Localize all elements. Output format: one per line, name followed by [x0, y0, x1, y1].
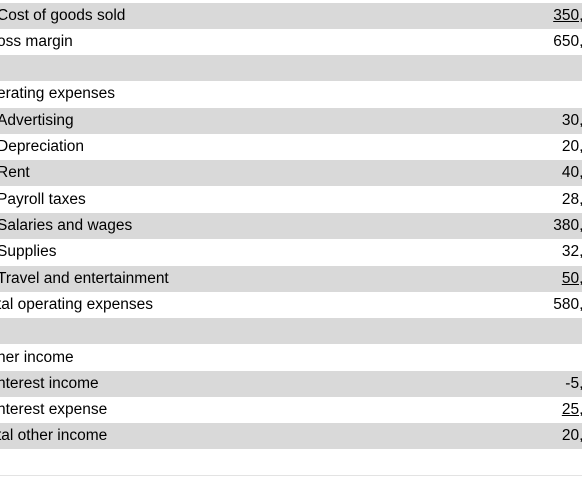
row-supplies: Supplies 32,0 [0, 239, 582, 265]
row-label: nterest expense [0, 401, 108, 418]
row-value: 20,0 [561, 427, 582, 444]
row-operating-expenses-header: erating expenses [0, 81, 582, 107]
section-heading: ner income [0, 349, 74, 366]
row-label: Supplies [0, 243, 57, 260]
row-value: 380,0 [553, 217, 582, 234]
row-spacer [0, 318, 582, 344]
row-payroll-taxes: Payroll taxes 28,0 [0, 187, 582, 213]
row-value: 32,0 [561, 243, 582, 260]
row-label: oss margin [0, 33, 73, 50]
row-value: 580,0 [553, 296, 582, 313]
row-advertising: Advertising 30,0 [0, 108, 582, 134]
row-total-operating-expenses: tal operating expenses 580,0 [0, 292, 582, 318]
row-value: 40,0 [561, 164, 582, 181]
section-heading: erating expenses [0, 85, 116, 102]
row-interest-expense: nterest expense 25,0 [0, 397, 582, 423]
row-cost-of-goods-sold: Cost of goods sold 350,0 [0, 3, 582, 29]
row-label: Depreciation [0, 138, 85, 155]
row-gross-margin: oss margin 650,0 [0, 29, 582, 55]
row-label: Travel and entertainment [0, 270, 169, 287]
row-label: Cost of goods sold [0, 7, 126, 24]
row-label: Advertising [0, 112, 74, 129]
row-rent: Rent 40,0 [0, 160, 582, 186]
row-value: 25,0 [561, 401, 582, 418]
row-label: tal other income [0, 427, 108, 444]
row-spacer [0, 55, 582, 81]
row-total-other-income: tal other income 20,0 [0, 423, 582, 449]
row-label: nterest income [0, 375, 99, 392]
row-label: tal operating expenses [0, 296, 153, 313]
row-value: 350,0 [553, 7, 582, 24]
row-value: 20,0 [561, 138, 582, 155]
row-value: 30,0 [561, 112, 582, 129]
row-interest-income: nterest income -5,0 [0, 371, 582, 397]
row-value: -5,0 [565, 375, 582, 392]
row-label: Rent [0, 164, 30, 181]
row-value: 50,0 [561, 270, 582, 287]
row-value: 650,0 [553, 33, 582, 50]
row-depreciation: Depreciation 20,0 [0, 134, 582, 160]
row-label: Payroll taxes [0, 191, 86, 208]
row-other-income-header: ner income [0, 345, 582, 371]
row-label: Salaries and wages [0, 217, 133, 234]
divider [0, 475, 582, 476]
row-salaries-and-wages: Salaries and wages 380,0 [0, 213, 582, 239]
row-travel-and-entertainment: Travel and entertainment 50,0 [0, 266, 582, 292]
row-value: 28,0 [561, 191, 582, 208]
